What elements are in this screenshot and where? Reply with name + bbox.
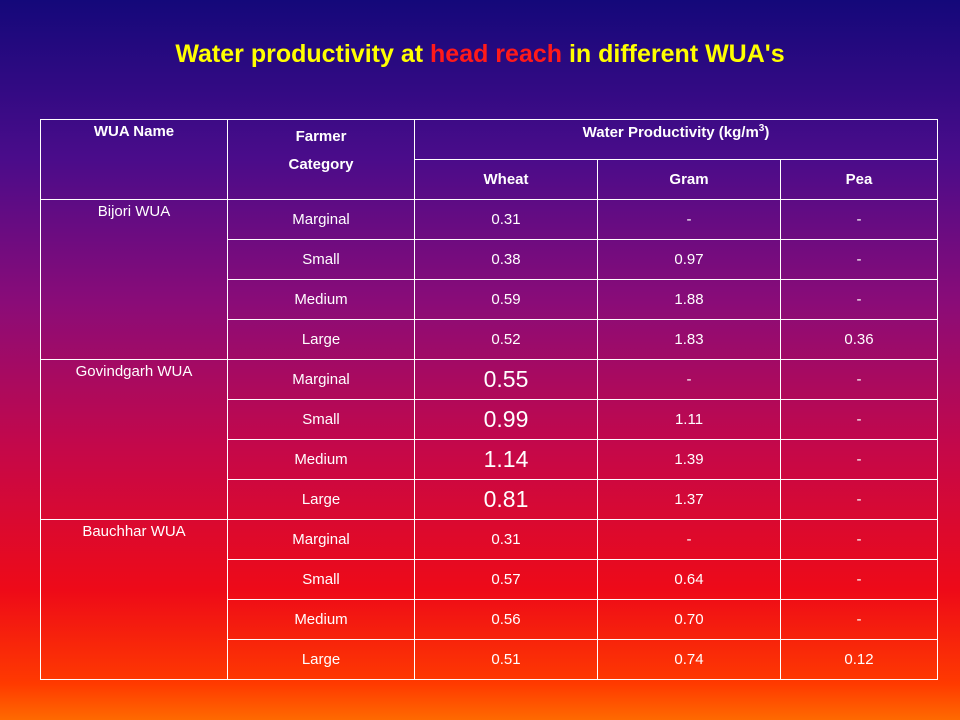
header-wp-main: Water Productivity (kg/m [582, 124, 759, 141]
header-wp-sup: 3 [758, 123, 765, 134]
wheat-cell: 0.52 [414, 319, 598, 360]
gram-cell: 0.70 [597, 599, 781, 640]
header-pea: Pea [779, 159, 939, 200]
gram-cell: 0.74 [597, 639, 781, 680]
header-row-1: WUA Name Farmer Category Water Productiv… [40, 119, 939, 200]
table-row: Govindgarh WUA Marginal 0.55 - - [40, 359, 939, 520]
pea-cell: - [779, 439, 939, 480]
pea-cell: - [779, 279, 939, 320]
category-cell: Small [227, 239, 415, 280]
table-row: Small 0.99 1.11 - [41, 399, 939, 440]
header-wua-name: WUA Name [40, 119, 228, 200]
pea-cell: - [779, 519, 939, 560]
header-wheat: Wheat [414, 159, 598, 200]
wheat-cell: 0.99 [414, 399, 598, 440]
wheat-cell: 1.14 [414, 439, 598, 480]
wheat-cell: 0.38 [414, 239, 598, 280]
gram-cell: 1.11 [597, 399, 781, 440]
table-row: Small 0.57 0.64 - [41, 559, 939, 600]
wheat-cell: 0.57 [414, 559, 598, 600]
gram-cell: 1.39 [597, 439, 781, 480]
table-row: Bijori WUA Marginal 0.31 - - [40, 199, 939, 360]
category-cell: Medium [227, 279, 415, 320]
category-cell: Small [227, 399, 415, 440]
header-wp-close: ) [764, 124, 770, 141]
header-farmer-line1: Farmer [295, 128, 347, 145]
table-row: Medium 0.59 1.88 - [41, 279, 939, 320]
wheat-cell: 0.31 [414, 199, 598, 240]
pea-cell: - [779, 359, 939, 400]
header-farmer-category: Farmer Category [227, 119, 415, 200]
wheat-cell: 0.56 [414, 599, 598, 640]
header-farmer-line2: Category [288, 156, 354, 173]
category-cell: Marginal [227, 519, 415, 560]
header-gram: Gram [597, 159, 781, 200]
table-row: Medium 1.14 1.39 - [41, 439, 939, 480]
category-cell: Marginal [227, 199, 415, 240]
gram-cell: 0.97 [597, 239, 781, 280]
table-row: Large 0.81 1.37 - [41, 479, 939, 520]
pea-cell: 0.12 [779, 639, 939, 680]
slide-title: Water productivity at head reach in diff… [0, 40, 960, 69]
table-row: Small 0.38 0.97 - [41, 239, 939, 280]
category-cell: Large [227, 319, 415, 360]
category-cell: Small [227, 559, 415, 600]
pea-cell: - [779, 559, 939, 600]
category-cell: Large [227, 479, 415, 520]
wua-name-cell: Bauchhar WUA [40, 519, 228, 680]
gram-cell: 0.64 [597, 559, 781, 600]
header-water-productivity: Water Productivity (kg/m3) [413, 119, 939, 160]
title-part1: Water productivity at [175, 40, 431, 68]
pea-cell: - [779, 479, 939, 520]
pea-cell: - [779, 239, 939, 280]
category-cell: Marginal [227, 359, 415, 400]
table-row: Large 0.51 0.74 0.12 [41, 639, 939, 680]
wheat-cell: 0.59 [414, 279, 598, 320]
gram-cell: 1.83 [597, 319, 781, 360]
table-row: Bauchhar WUA Marginal 0.31 - - [40, 519, 939, 680]
gram-cell: - [597, 359, 781, 400]
wheat-cell: 0.51 [414, 639, 598, 680]
title-part2: in different WUA's [562, 40, 785, 68]
category-cell: Medium [227, 439, 415, 480]
wheat-cell: 0.31 [414, 519, 598, 560]
gram-cell: - [597, 199, 781, 240]
water-productivity-table: WUA Name Farmer Category Water Productiv… [40, 119, 939, 680]
table-row: Large 0.52 1.83 0.36 [41, 319, 939, 360]
pea-cell: - [779, 199, 939, 240]
wheat-cell: 0.81 [414, 479, 598, 520]
header-row-2: Wheat Gram Pea [41, 159, 939, 200]
gram-cell: 1.37 [597, 479, 781, 520]
table-row: Medium 0.56 0.70 - [41, 599, 939, 640]
pea-cell: - [779, 599, 939, 640]
pea-cell: 0.36 [779, 319, 939, 360]
gram-cell: 1.88 [597, 279, 781, 320]
gram-cell: - [597, 519, 781, 560]
title-highlight: head reach [430, 40, 563, 68]
category-cell: Large [227, 639, 415, 680]
wua-name-cell: Govindgarh WUA [40, 359, 228, 520]
wua-name-cell: Bijori WUA [40, 199, 228, 360]
category-cell: Medium [227, 599, 415, 640]
wheat-cell: 0.55 [414, 359, 598, 400]
pea-cell: - [779, 399, 939, 440]
